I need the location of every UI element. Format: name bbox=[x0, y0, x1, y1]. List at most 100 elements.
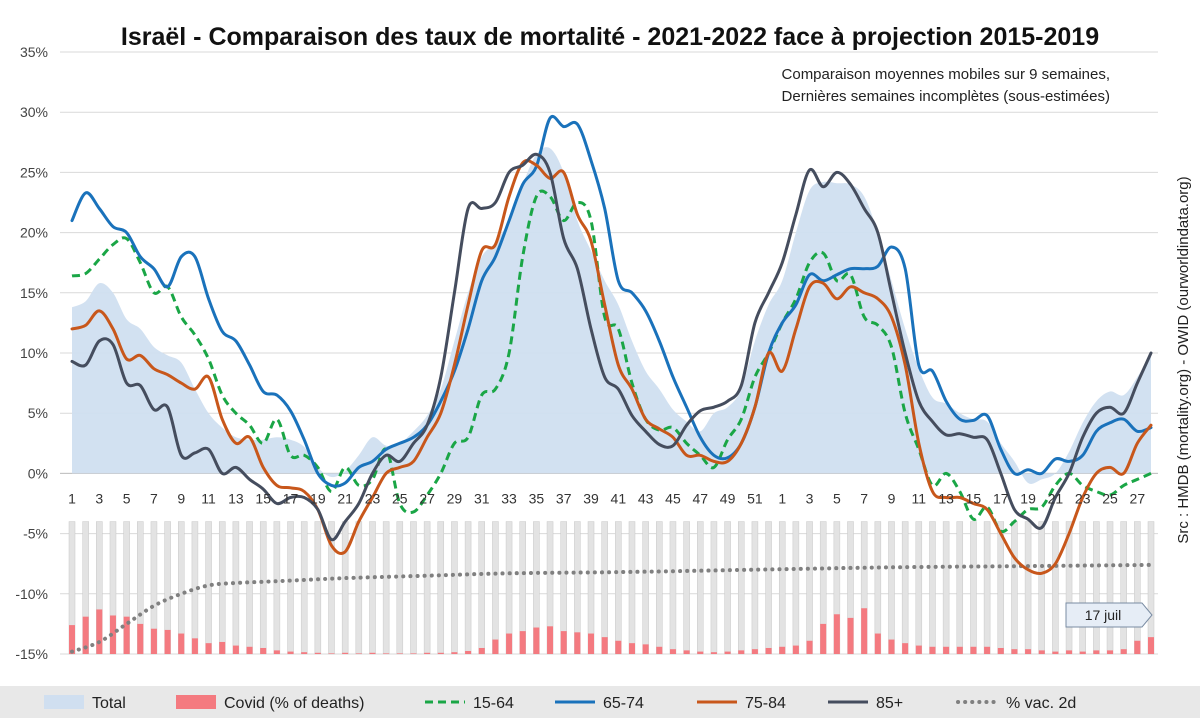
bar-background bbox=[683, 521, 690, 655]
x-tick-label: 15 bbox=[255, 490, 271, 506]
bar-background bbox=[1011, 521, 1018, 655]
covid-bar bbox=[137, 623, 144, 654]
covid-bar bbox=[710, 652, 717, 654]
legend-label: 75-84 bbox=[745, 695, 786, 712]
bar-background bbox=[642, 521, 649, 655]
covid-bar bbox=[1134, 640, 1141, 654]
bar-background bbox=[492, 521, 499, 655]
covid-bar bbox=[519, 631, 526, 654]
covid-bar bbox=[997, 647, 1004, 654]
legend-item-75-84: 75-84 bbox=[697, 695, 786, 712]
y-tick-label: 35% bbox=[20, 44, 48, 60]
bar-background bbox=[341, 521, 349, 655]
bar-background bbox=[259, 521, 267, 655]
covid-bar bbox=[615, 640, 622, 654]
covid-bar bbox=[1025, 649, 1032, 654]
covid-bar bbox=[601, 637, 608, 654]
annotation-arrow-box bbox=[1065, 602, 1153, 628]
bar-background bbox=[997, 521, 1005, 655]
series-line-15-64 bbox=[71, 189, 1152, 534]
covid-bar bbox=[984, 646, 991, 654]
x-tick-label: 45 bbox=[665, 490, 681, 506]
x-tick-label: 7 bbox=[860, 490, 868, 506]
y-tick-label: 25% bbox=[20, 164, 48, 180]
covid-bar bbox=[683, 650, 690, 654]
covid-bar bbox=[1052, 651, 1059, 654]
covid-bar bbox=[915, 645, 922, 654]
x-tick-label: 5 bbox=[123, 490, 131, 506]
x-tick-label: 25 bbox=[1102, 490, 1118, 506]
covid-bar bbox=[833, 614, 840, 654]
covid-bar bbox=[342, 652, 349, 654]
subtitle-line-2: Dernières semaines incomplètes (sous-est… bbox=[782, 88, 1110, 105]
bar-background bbox=[901, 521, 909, 655]
bar-background bbox=[300, 521, 308, 655]
y-tick-label: -5% bbox=[23, 526, 48, 542]
legend-label: 15-64 bbox=[473, 695, 514, 712]
bar-background bbox=[369, 521, 376, 655]
covid-bar bbox=[232, 645, 239, 654]
covid-bar bbox=[765, 647, 772, 654]
x-tick-label: 9 bbox=[177, 490, 185, 506]
x-tick-labels: 1 3 5 7 9 11 13 15 17 19 21 23 25 27 29 31 33 35 37 39 41 43 4… bbox=[68, 490, 1145, 506]
x-tick-label: 35 bbox=[529, 490, 545, 506]
bar-background bbox=[983, 521, 991, 655]
x-tick-label: 11 bbox=[201, 490, 216, 506]
series-lines bbox=[70, 115, 1153, 654]
y-tick-label: 30% bbox=[20, 104, 48, 120]
covid-bar bbox=[888, 639, 895, 654]
covid-bar bbox=[314, 652, 321, 654]
bar-background bbox=[314, 521, 322, 655]
legend-label: % vac. 2d bbox=[1006, 695, 1076, 712]
total-area bbox=[72, 147, 1151, 484]
bar-background bbox=[751, 521, 759, 655]
x-tick-label: 19 bbox=[310, 490, 326, 506]
legend-label: Total bbox=[92, 695, 126, 712]
y-tick-label: 15% bbox=[20, 285, 48, 301]
y-tick-label: -15% bbox=[15, 646, 48, 662]
bar-background bbox=[956, 521, 964, 655]
covid-bar bbox=[260, 647, 267, 654]
covid-bar bbox=[96, 609, 103, 654]
x-tick-label: 33 bbox=[501, 490, 517, 506]
legend-item-85-: 85+ bbox=[828, 695, 903, 712]
x-tick-label: 9 bbox=[888, 490, 896, 506]
covid-bar bbox=[628, 643, 635, 654]
x-tick-label: 5 bbox=[833, 490, 841, 506]
legend-swatch bbox=[176, 695, 216, 709]
bar-background bbox=[423, 521, 431, 655]
covid-bar bbox=[123, 616, 130, 654]
annotation-label: 17 juil bbox=[1085, 607, 1122, 623]
bar-background bbox=[697, 521, 704, 655]
bar-background bbox=[218, 521, 226, 655]
covid-bar bbox=[806, 640, 813, 654]
x-tick-label: 3 bbox=[806, 490, 814, 506]
legend-swatch bbox=[44, 695, 84, 709]
bar-background bbox=[888, 521, 895, 655]
covid-bar bbox=[1038, 650, 1045, 654]
covid-bar bbox=[465, 650, 472, 654]
covid-bar bbox=[424, 652, 431, 654]
legend-item-covid-of-deaths-: Covid (% of deaths) bbox=[176, 695, 365, 712]
y-tick-label: -10% bbox=[15, 586, 48, 602]
bar-background bbox=[205, 521, 212, 655]
covid-bar bbox=[109, 615, 116, 654]
covid-bar bbox=[246, 646, 253, 654]
bar-background bbox=[738, 521, 745, 655]
bar-background bbox=[942, 521, 950, 655]
y-tick-label: 0% bbox=[28, 465, 48, 481]
x-tick-label: 13 bbox=[938, 490, 954, 506]
covid-bars bbox=[69, 608, 1154, 654]
covid-bar bbox=[150, 628, 157, 654]
x-tick-label: 27 bbox=[1130, 490, 1146, 506]
bar-background bbox=[1134, 521, 1141, 655]
x-tick-label: 13 bbox=[228, 490, 244, 506]
x-tick-label: 49 bbox=[720, 490, 736, 506]
legend-label: Covid (% of deaths) bbox=[224, 695, 365, 712]
covid-bar bbox=[82, 616, 89, 654]
bar-background bbox=[669, 521, 677, 655]
covid-bar bbox=[273, 650, 280, 654]
covid-bar bbox=[383, 653, 390, 654]
covid-bar bbox=[820, 623, 827, 654]
x-tick-label: 1 bbox=[68, 490, 76, 506]
